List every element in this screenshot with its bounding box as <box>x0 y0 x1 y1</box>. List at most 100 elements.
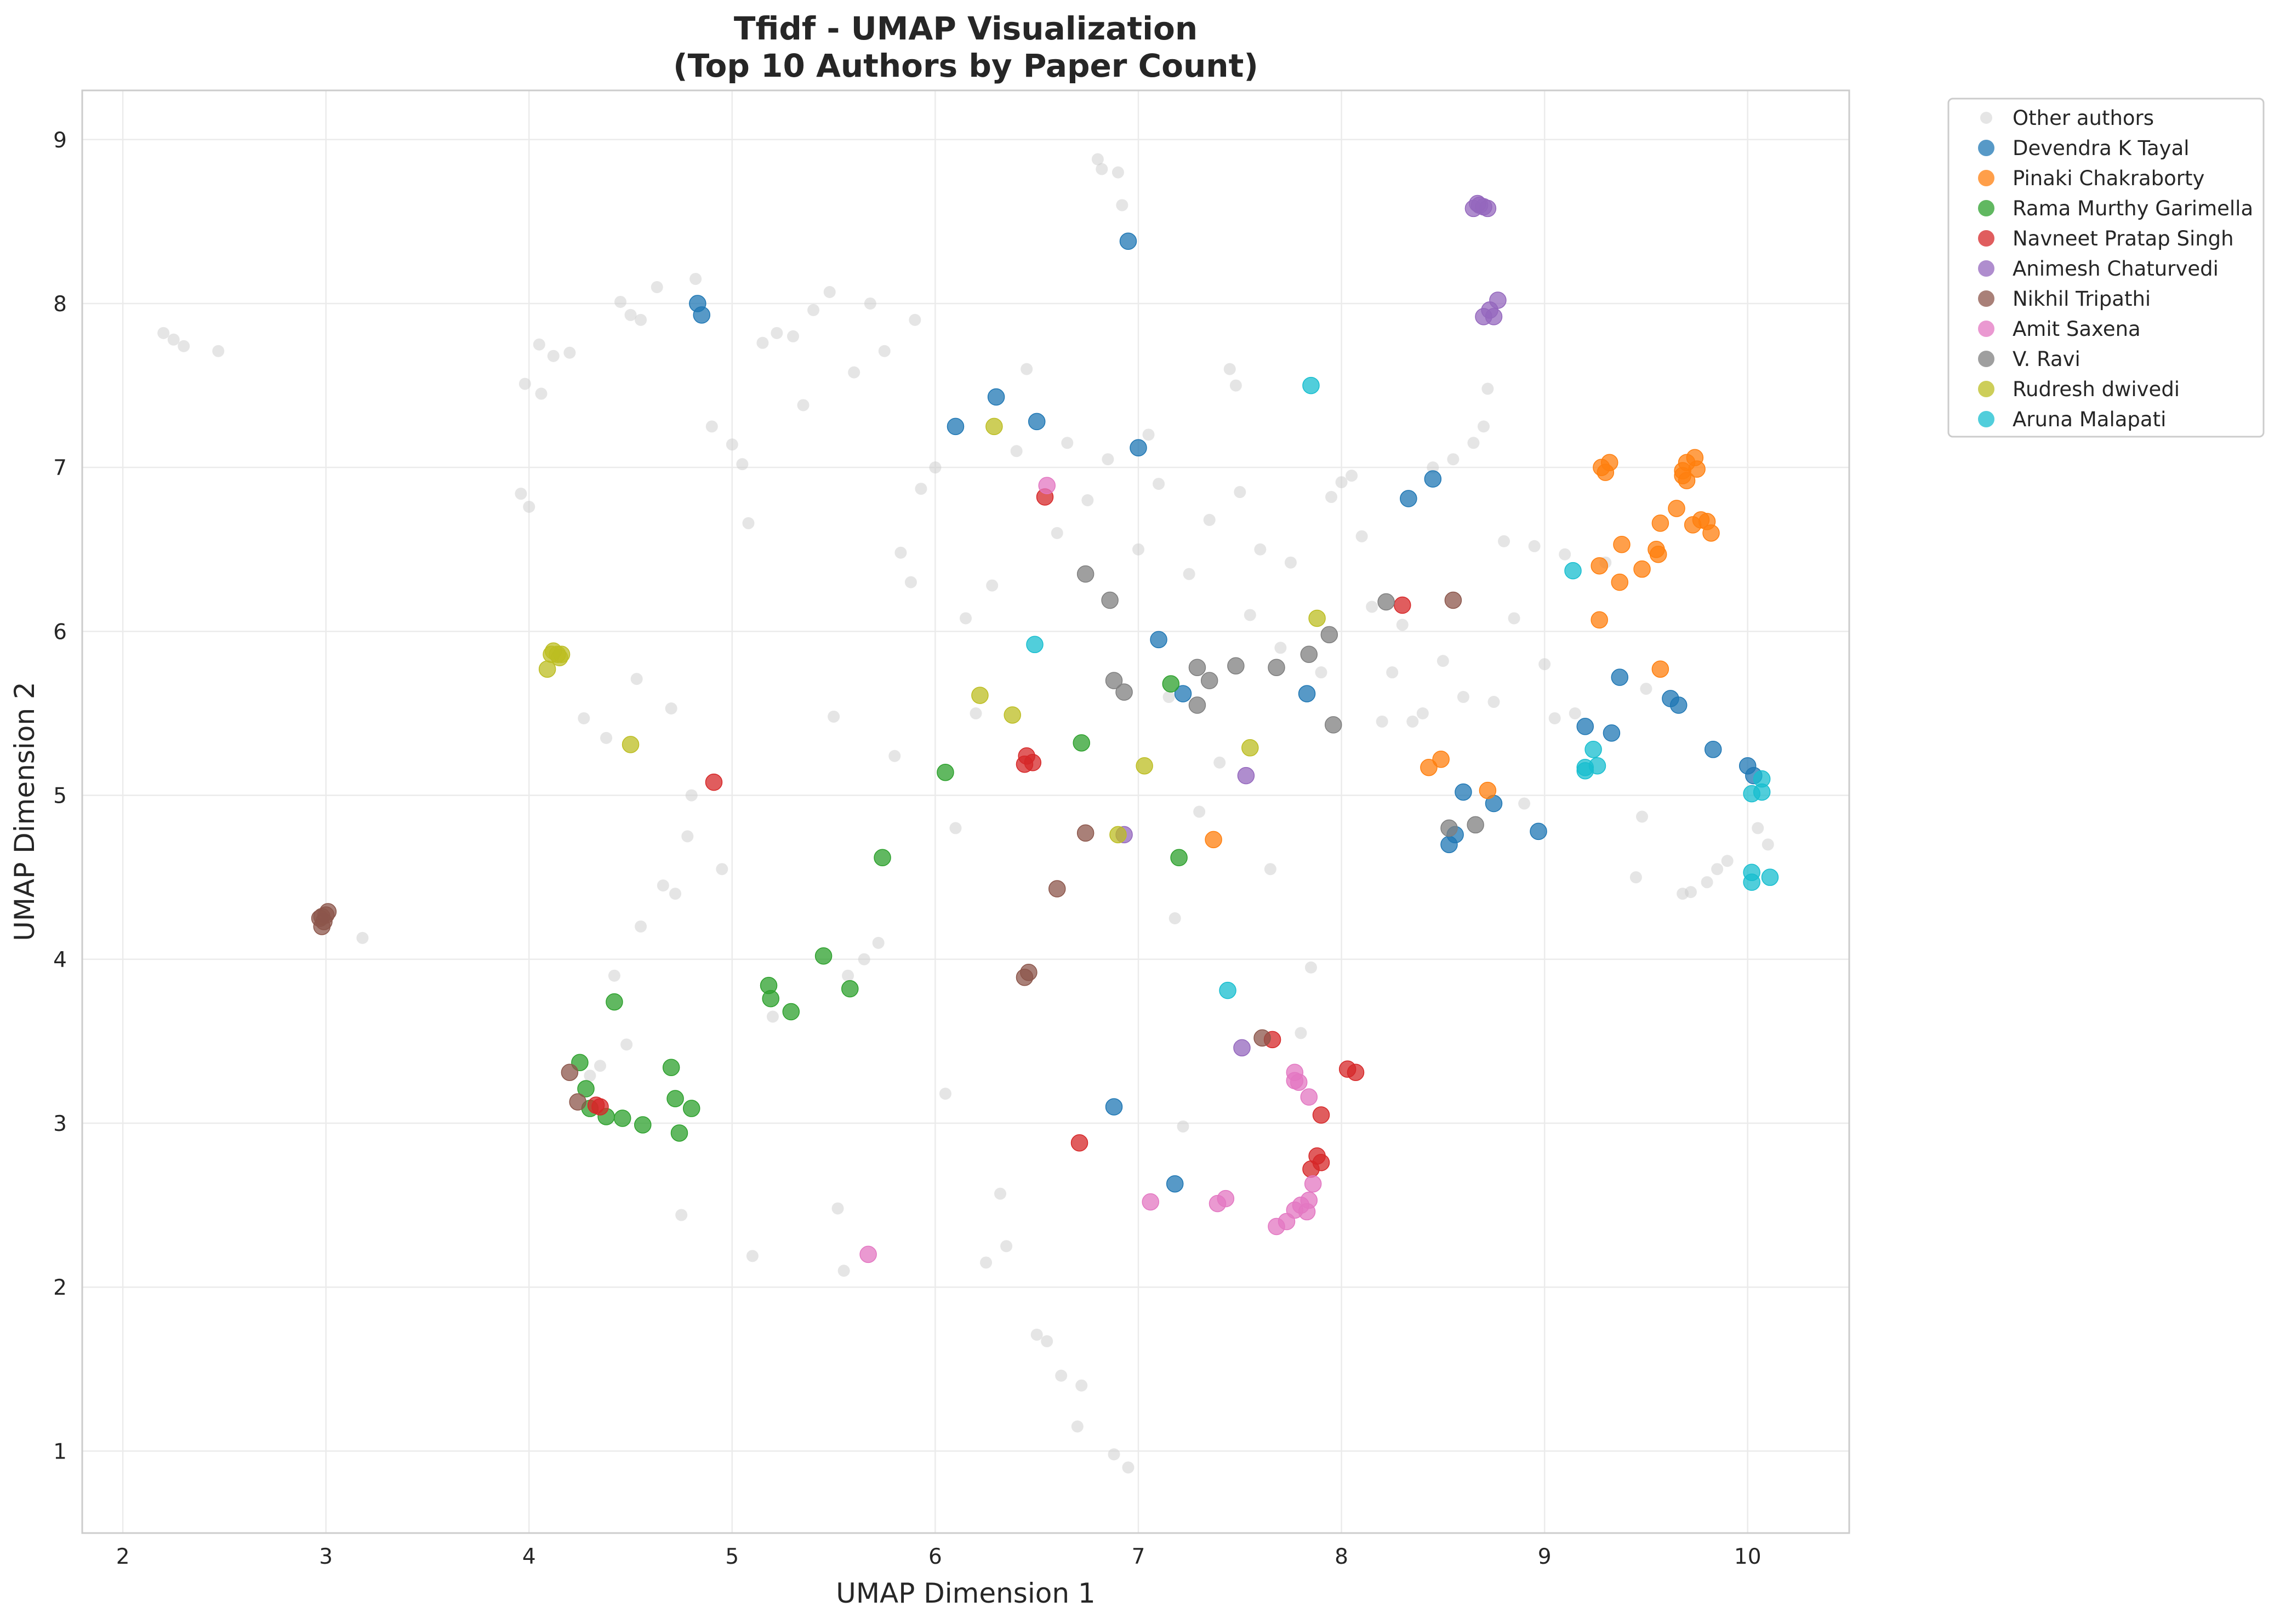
data-point <box>543 645 560 664</box>
data-point <box>1651 514 1669 532</box>
y-tick-label: 1 <box>53 1439 67 1464</box>
data-point <box>1325 491 1338 504</box>
data-point <box>1264 863 1276 876</box>
data-point <box>634 1116 652 1134</box>
data-point <box>535 387 548 400</box>
data-point <box>1200 672 1218 689</box>
data-point <box>1688 460 1706 478</box>
data-point <box>594 1060 606 1072</box>
data-point <box>872 936 885 949</box>
data-point <box>1743 873 1760 891</box>
data-point <box>937 763 954 781</box>
data-point <box>1290 1073 1308 1091</box>
data-point <box>1393 596 1411 614</box>
data-point <box>1613 536 1631 553</box>
data-point <box>987 388 1005 406</box>
data-point <box>1237 767 1255 785</box>
data-point <box>669 888 682 900</box>
data-point <box>1119 232 1137 250</box>
data-point <box>1203 513 1216 526</box>
legend-marker <box>1978 381 1994 397</box>
data-point <box>1020 963 1038 981</box>
data-point <box>864 297 876 310</box>
data-point <box>620 1038 633 1051</box>
data-point <box>1649 545 1667 563</box>
data-point <box>1721 855 1734 867</box>
legend-entry-label: Devendra K Tayal <box>2013 136 2190 160</box>
data-point <box>878 345 891 357</box>
data-point <box>1071 1420 1084 1433</box>
data-point <box>1073 734 1090 752</box>
data-point <box>1300 645 1318 664</box>
data-point <box>1753 770 1771 788</box>
data-point <box>591 1098 609 1116</box>
data-point <box>1162 691 1175 704</box>
data-point <box>1424 470 1442 488</box>
legend-marker <box>1978 170 1994 186</box>
data-point <box>1233 1039 1251 1057</box>
data-point <box>1076 824 1095 842</box>
data-point <box>1174 685 1192 702</box>
data-point <box>841 980 859 998</box>
data-point <box>1051 527 1063 539</box>
data-point <box>1024 753 1042 771</box>
data-point <box>1312 1106 1330 1124</box>
data-point <box>635 920 647 933</box>
data-point <box>1455 783 1472 801</box>
data-point <box>1588 757 1606 775</box>
data-point <box>577 1080 595 1097</box>
data-point <box>947 418 965 436</box>
x-tick-label: 6 <box>928 1545 942 1569</box>
data-point <box>1376 715 1388 728</box>
data-point <box>1559 548 1571 561</box>
chart-title: Tfidf - UMAP Visualization <box>734 10 1198 47</box>
data-point <box>1227 657 1245 674</box>
data-point <box>705 420 718 433</box>
y-tick-label: 8 <box>53 292 67 317</box>
data-point <box>1081 494 1094 507</box>
data-point <box>1142 428 1155 441</box>
data-point <box>986 579 999 592</box>
data-point <box>814 947 833 965</box>
data-point <box>1518 797 1531 810</box>
data-point <box>994 1187 1006 1200</box>
data-point <box>1611 573 1629 591</box>
data-point <box>635 313 647 326</box>
legend-marker <box>1978 260 1994 277</box>
data-point <box>1684 886 1697 899</box>
data-point <box>756 336 769 349</box>
data-point <box>1538 658 1551 671</box>
data-point <box>960 612 972 625</box>
series-group <box>571 675 1188 1142</box>
data-point <box>1091 153 1104 165</box>
legend-entry-label: Pinaki Chakraborty <box>2013 167 2204 190</box>
data-point <box>1432 751 1450 768</box>
legend-marker <box>1978 411 1994 427</box>
data-point <box>584 1070 596 1082</box>
data-point <box>1396 619 1409 631</box>
data-point <box>569 1093 586 1111</box>
data-point <box>1479 781 1497 799</box>
data-point <box>1320 626 1338 644</box>
data-point <box>949 822 962 834</box>
data-point <box>1274 642 1287 654</box>
data-point <box>1678 472 1696 489</box>
legend-marker <box>1978 351 1994 367</box>
data-point <box>1704 741 1722 758</box>
data-point <box>842 969 854 982</box>
y-tick-label: 6 <box>53 620 67 644</box>
data-point <box>831 1202 844 1215</box>
data-point <box>1101 591 1119 609</box>
data-point <box>1469 195 1486 213</box>
data-point <box>1498 535 1511 547</box>
data-point <box>787 330 800 342</box>
data-point <box>1213 756 1226 769</box>
data-point <box>929 461 942 474</box>
data-point <box>1633 560 1651 578</box>
data-point <box>1591 611 1608 629</box>
legend-marker <box>1978 230 1994 247</box>
data-point <box>1447 453 1460 466</box>
data-point <box>1530 822 1547 840</box>
data-point <box>538 660 556 678</box>
